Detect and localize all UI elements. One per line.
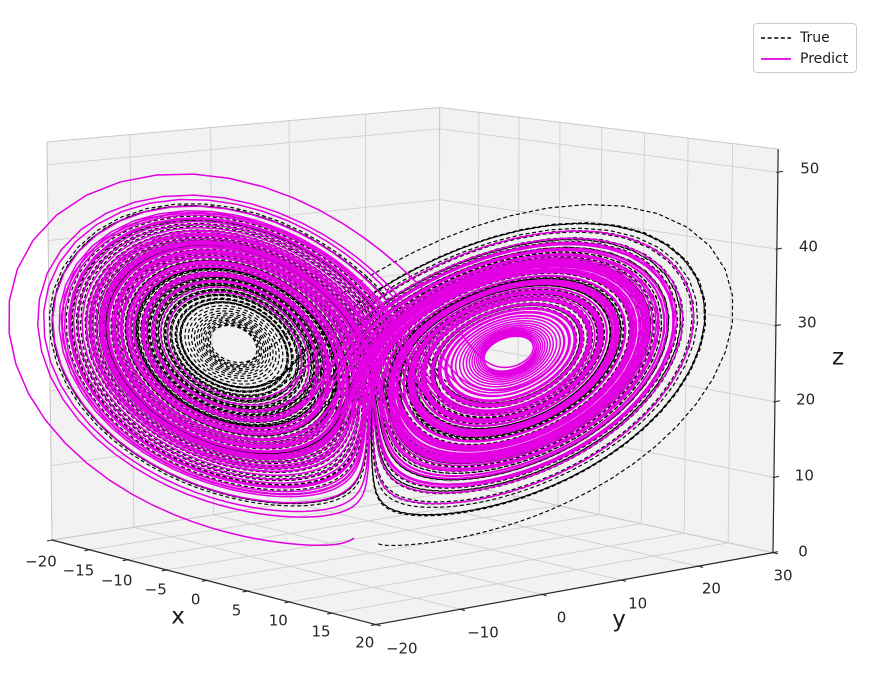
y-tick-label: 0 xyxy=(556,608,567,627)
y-tick-label: 10 xyxy=(628,594,648,612)
y-tick-label: −10 xyxy=(467,623,499,642)
x-tick-label: 0 xyxy=(190,590,201,609)
x-tick-label: 5 xyxy=(231,601,242,620)
x-tick-label: −10 xyxy=(100,571,133,590)
y-tick-label: 20 xyxy=(701,579,721,598)
x-tick-label: 15 xyxy=(311,622,331,641)
y-tick-label: 30 xyxy=(773,566,793,585)
z-tick-label: 20 xyxy=(796,390,816,409)
x-tick-label: 10 xyxy=(268,611,288,630)
legend-label-true: True xyxy=(800,29,830,46)
solid-line-sample-icon xyxy=(761,57,791,60)
legend: True Predict xyxy=(753,23,858,73)
z-tick-label: 40 xyxy=(798,237,818,256)
z-tick-label: 30 xyxy=(797,313,817,332)
legend-item-true: True xyxy=(761,29,848,46)
dashed-line-sample-icon xyxy=(761,36,791,39)
x-tick-label: −15 xyxy=(62,561,95,580)
x-tick-label: 20 xyxy=(355,633,375,652)
legend-label-predict: Predict xyxy=(800,50,849,67)
legend-item-predict: Predict xyxy=(761,50,848,67)
z-tick-label: 0 xyxy=(798,542,808,561)
z-axis-label: z xyxy=(831,344,845,371)
z-tick-label: 10 xyxy=(794,466,814,485)
x-tick-label: −20 xyxy=(25,552,57,571)
z-tick-label: 50 xyxy=(800,159,820,178)
x-tick-label: −5 xyxy=(144,580,167,599)
x-axis-label: x xyxy=(171,603,185,630)
y-tick-label: −20 xyxy=(385,639,418,658)
y-axis-label: y xyxy=(612,606,626,633)
